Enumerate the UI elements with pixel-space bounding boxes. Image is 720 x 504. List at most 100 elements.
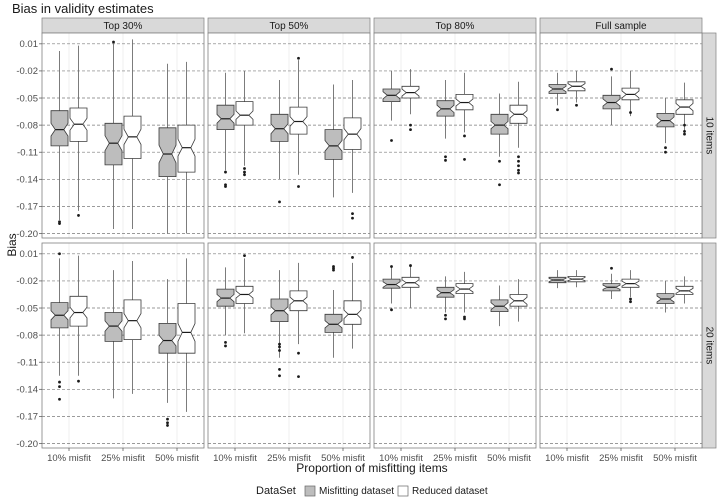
outlier-point	[297, 375, 300, 379]
outlier-point	[575, 103, 578, 107]
y-tick-label: -0.11	[17, 148, 38, 159]
panel-border	[41, 32, 205, 239]
y-tick-label: -0.14	[16, 175, 38, 186]
box-body	[177, 124, 196, 173]
outlier-point	[556, 108, 559, 112]
outlier-point	[390, 265, 393, 268]
box-body	[490, 113, 509, 135]
panel-border	[207, 32, 371, 239]
box-reduced	[567, 270, 586, 288]
outlier-point	[664, 150, 667, 154]
outlier-point	[224, 340, 227, 344]
box-body	[324, 313, 343, 333]
outlier-point	[517, 171, 520, 175]
outlier-point	[517, 155, 520, 159]
outlier-point	[278, 345, 281, 349]
outlier-point	[409, 264, 412, 267]
box-reduced	[289, 262, 308, 379]
outlier-point	[224, 185, 227, 188]
legend-label-misfitting: Misfitting dataset	[319, 486, 394, 497]
box-reduced	[455, 72, 474, 161]
box-misfitting	[158, 63, 177, 234]
box-misfitting	[324, 84, 343, 198]
box-body	[324, 129, 343, 160]
facet-strip-col-label: Top 80%	[436, 21, 475, 32]
box-misfitting	[50, 252, 69, 401]
box-misfitting	[270, 270, 289, 378]
outlier-point	[444, 313, 447, 317]
outlier-point	[351, 216, 354, 220]
outlier-point	[390, 308, 393, 312]
outlier-point	[58, 385, 61, 388]
outlier-point	[409, 123, 412, 127]
facet-strip-col-label: Top 50%	[270, 21, 309, 32]
y-tick-label: -0.08	[16, 330, 38, 341]
box-body	[177, 303, 196, 354]
box-body	[289, 106, 308, 135]
y-tick-label: -0.05	[16, 303, 38, 314]
outlier-point	[683, 130, 686, 133]
x-tick-label: 50% misfit	[321, 453, 365, 464]
facet-strip-col-label: Full sample	[595, 21, 647, 32]
box-misfitting	[436, 276, 455, 321]
outlier-point	[278, 200, 281, 204]
box-body	[104, 122, 123, 166]
box-misfitting	[158, 279, 177, 427]
box-body	[50, 110, 69, 147]
box-reduced	[509, 279, 528, 322]
outlier-point	[243, 173, 246, 177]
box-body	[69, 295, 88, 327]
x-tick-label: 25% misfit	[101, 453, 145, 464]
box-reduced	[401, 69, 420, 132]
outlier-point	[683, 123, 686, 127]
box-reduced	[177, 61, 196, 234]
outlier-point	[77, 379, 80, 383]
outlier-point	[166, 424, 169, 427]
box-reduced	[675, 276, 694, 304]
x-axis-title: Proportion of misfitting items	[296, 461, 447, 475]
outlier-point	[332, 268, 335, 272]
x-tick-label: 25% misfit	[433, 453, 477, 464]
box-misfitting	[216, 72, 235, 188]
x-tick-label: 10% misfit	[213, 453, 257, 464]
box-body	[343, 300, 362, 325]
outlier-point	[610, 67, 613, 71]
outlier-point	[444, 155, 447, 159]
box-reduced	[567, 70, 586, 107]
box-misfitting	[656, 280, 675, 313]
box-body	[382, 278, 401, 289]
legend-key-reduced	[397, 485, 409, 497]
box-reduced	[235, 70, 254, 177]
outlier-point	[463, 317, 466, 321]
outlier-point	[498, 183, 501, 187]
facet-strip-row-label: 10 items	[704, 117, 715, 155]
y-tick-label: 0.01	[20, 39, 39, 50]
outlier-point	[243, 254, 246, 258]
outlier-point	[498, 159, 501, 163]
box-misfitting	[548, 270, 567, 289]
box-reduced	[455, 271, 474, 321]
legend: DataSet Misfitting dataset Reduced datas…	[256, 485, 488, 497]
box-reduced	[621, 70, 640, 117]
outlier-point	[278, 368, 281, 371]
outlier-point	[77, 214, 80, 217]
y-axis-title: Bias	[5, 233, 19, 256]
outlier-point	[166, 421, 169, 425]
legend-key-misfitting	[304, 485, 316, 497]
box-body	[235, 101, 254, 126]
box-reduced	[235, 254, 254, 334]
panel-border	[373, 32, 537, 239]
outlier-point	[351, 212, 354, 216]
x-tick-label: 10% misfit	[47, 453, 91, 464]
outlier-point	[58, 252, 61, 256]
outlier-point	[278, 374, 281, 378]
y-tick-label: -0.17	[16, 412, 38, 423]
outlier-point	[243, 167, 246, 170]
outlier-point	[278, 342, 281, 346]
box-reduced	[289, 56, 308, 188]
y-tick-label: -0.14	[16, 385, 38, 396]
legend-title: DataSet	[256, 485, 296, 497]
box-body	[123, 299, 142, 341]
outlier-point	[166, 417, 169, 421]
